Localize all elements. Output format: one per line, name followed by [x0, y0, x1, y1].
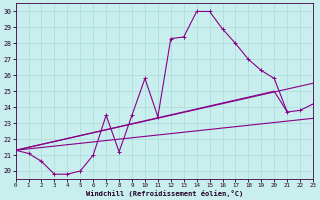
X-axis label: Windchill (Refroidissement éolien,°C): Windchill (Refroidissement éolien,°C) [86, 190, 243, 197]
